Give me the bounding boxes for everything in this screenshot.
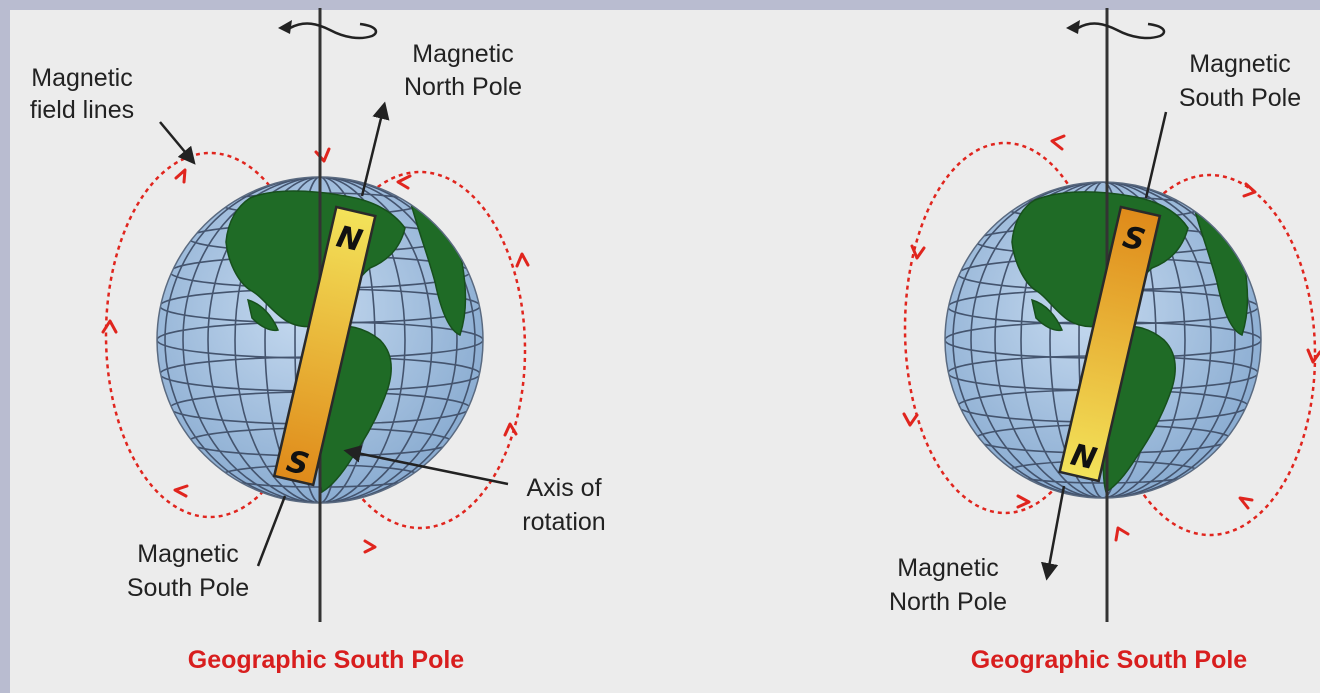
diagram-left: N S Magnetic field lines Magnetic North … — [30, 8, 606, 674]
rotation-arrow-right — [1066, 20, 1166, 40]
label-axis-2: rotation — [522, 508, 605, 536]
field-line-arrows-left — [101, 147, 530, 554]
label-top-pole-2: South Pole — [1179, 84, 1301, 112]
label-top-pole-2: North Pole — [404, 73, 522, 101]
caption-right: Geographic South Pole — [971, 646, 1248, 674]
label-axis-1: Axis of — [526, 474, 601, 502]
label-field-lines-1: Magnetic — [31, 64, 132, 92]
caption-left: Geographic South Pole — [188, 646, 465, 674]
bar-magnet-right: S N — [1058, 205, 1162, 483]
field-line-arrows-right — [902, 134, 1320, 542]
rotation-arrow-left — [278, 20, 378, 40]
diagram-right: S N Magnetic South Pole Magnetic North P… — [889, 8, 1320, 674]
bar-magnet-left: N S — [272, 205, 377, 487]
label-field-lines-2: field lines — [30, 96, 134, 124]
leader-lines-right — [1040, 111, 1168, 581]
label-top-pole-1: Magnetic — [1189, 50, 1290, 78]
leader-lines-left — [159, 101, 509, 567]
label-bottom-pole-2: North Pole — [889, 588, 1007, 616]
label-bottom-pole-1: Magnetic — [137, 540, 238, 568]
label-bottom-pole-2: South Pole — [127, 574, 249, 602]
label-top-pole-1: Magnetic — [412, 40, 513, 68]
label-bottom-pole-1: Magnetic — [897, 554, 998, 582]
